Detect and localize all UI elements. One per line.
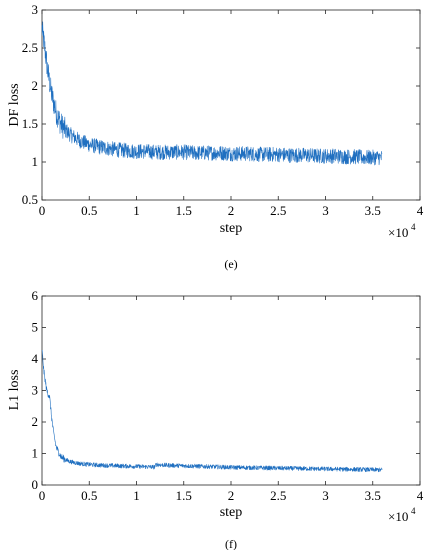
x-tick-label-f-3: 1.5 — [176, 488, 192, 503]
x-tick-label-e-2: 1 — [133, 203, 140, 218]
x-tick-label-f-6: 3 — [322, 488, 329, 503]
y-axis-label-f: L1 loss — [7, 370, 22, 411]
x-tick-label-e-0: 0 — [39, 203, 46, 218]
chart-panel-e: 0 0.5 1 1.5 2 2.5 3 3.5 40.511.522.53 DF loss st… — [7, 2, 424, 271]
y-tick-label-e-0: 0.5 — [22, 192, 38, 207]
y-tick-label-e-5: 3 — [32, 2, 39, 17]
x-tick-label-e-8: 4 — [417, 203, 424, 218]
x-tick-label-e-5: 2.5 — [270, 203, 286, 218]
x-tick-label-f-7: 3.5 — [365, 488, 381, 503]
x-tick-label-e-3: 1.5 — [176, 203, 192, 218]
x-tick-label-f-2: 1 — [133, 488, 140, 503]
x-tick-label-e-7: 3.5 — [365, 203, 381, 218]
x-tick-label-e-6: 3 — [322, 203, 329, 218]
x-tick-label-f-1: 0.5 — [81, 488, 97, 503]
caption-e: (e) — [224, 257, 237, 271]
y-tick-label-f-6: 6 — [32, 288, 39, 303]
x-tick-label-e-1: 0.5 — [81, 203, 97, 218]
y-tick-label-e-3: 2 — [32, 78, 39, 93]
y-tick-label-f-0: 0 — [32, 477, 39, 492]
y-axis-label-e: DF loss — [7, 83, 22, 126]
x-tick-label-e-4: 2 — [228, 203, 235, 218]
y-tick-label-f-4: 4 — [32, 351, 39, 366]
y-tick-label-e-1: 1 — [32, 154, 39, 169]
x-multiplier-exponent-e: 4 — [411, 222, 416, 232]
series-layer-e — [41, 21, 383, 166]
x-tick-label-f-5: 2.5 — [270, 488, 286, 503]
caption-f: (f) — [225, 537, 237, 550]
x-axis-label-e: step — [220, 221, 243, 236]
x-tick-label-f-0: 0 — [39, 488, 46, 503]
y-tick-label-f-2: 2 — [32, 414, 39, 429]
x-tick-label-f-4: 2 — [228, 488, 235, 503]
x-tick-label-f-8: 4 — [417, 488, 424, 503]
x-multiplier-e: ×10 — [388, 225, 408, 240]
y-tick-label-f-5: 5 — [32, 320, 39, 335]
y-tick-label-e-2: 1.5 — [22, 116, 38, 131]
series-layer-f — [41, 350, 383, 473]
chart-panel-f: 0 0.5 1 1.5 2 2.5 3 3.5 4 0 1 2 3 4 5 6 L1 loss step ×1… — [7, 288, 424, 550]
x-axis-label-f: step — [220, 505, 243, 520]
x-multiplier-exponent-f: 4 — [411, 506, 416, 516]
y-tick-label-f-1: 1 — [32, 446, 39, 461]
y-tick-label-f-3: 3 — [32, 383, 39, 398]
series-line-f-0 — [41, 350, 383, 473]
series-line-e-0 — [41, 21, 383, 166]
y-tick-label-e-4: 2.5 — [22, 40, 38, 55]
x-multiplier-f: ×10 — [388, 509, 408, 524]
